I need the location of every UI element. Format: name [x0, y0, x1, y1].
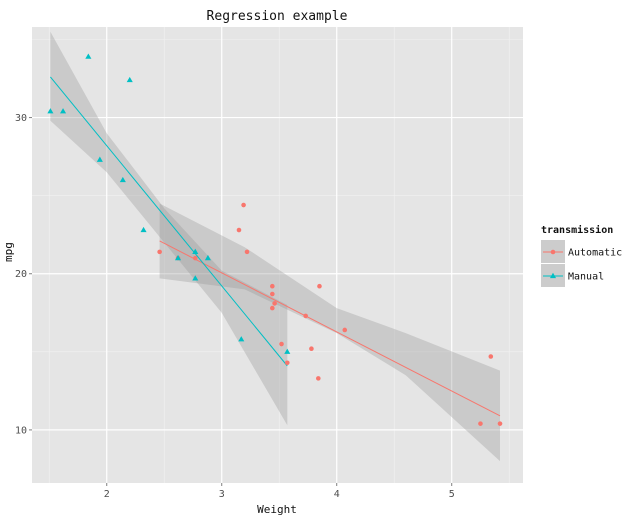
panel-background — [32, 27, 523, 483]
x-tick-label: 4 — [334, 489, 340, 500]
legend-label-manual: Manual — [568, 272, 604, 283]
y-tick-label: 10 — [15, 425, 27, 436]
legend-title: transmission — [541, 224, 613, 236]
legend-label-automatic: Automatic — [568, 248, 622, 259]
data-point-automatic — [192, 255, 198, 261]
data-point-automatic — [309, 346, 314, 351]
data-point-automatic — [317, 283, 322, 289]
legend-key-marker-manual — [549, 272, 557, 279]
y-axis-title: mpg — [2, 242, 15, 262]
chart-title: Regression example — [207, 9, 348, 24]
data-point-automatic — [270, 291, 275, 297]
y-axis: 10 20 30 — [15, 113, 32, 436]
data-point-manual — [192, 248, 199, 254]
x-tick-label: 5 — [449, 489, 455, 500]
data-point-automatic — [303, 313, 308, 319]
data-point-automatic — [270, 305, 275, 311]
data-point-automatic — [279, 341, 284, 347]
data-point-automatic — [270, 283, 275, 289]
data-point-manual — [238, 336, 245, 342]
data-point-manual — [126, 76, 133, 83]
data-point-manual — [60, 108, 67, 114]
data-point-automatic — [244, 249, 250, 255]
data-point-manual — [174, 254, 182, 261]
x-axis: 2 3 4 5 — [104, 483, 455, 500]
x-tick-label: 3 — [219, 489, 225, 500]
fit-line-manual — [50, 76, 288, 367]
data-point-manual — [192, 275, 199, 281]
y-tick-label: 30 — [15, 113, 27, 124]
data-point-manual — [284, 348, 291, 354]
confidence-band-manual — [50, 31, 288, 426]
data-point-automatic — [272, 301, 277, 306]
legend-key-marker-automatic — [550, 249, 556, 255]
y-tick-label: 20 — [15, 269, 27, 280]
data-point-automatic — [316, 376, 321, 381]
x-tick-label: 2 — [104, 489, 110, 500]
data-point-automatic — [488, 354, 494, 359]
data-point-manual — [204, 254, 211, 261]
confidence-band-automatic — [159, 203, 500, 462]
data-point-automatic — [157, 249, 162, 255]
data-point-automatic — [478, 421, 483, 426]
data-point-manual — [47, 108, 54, 114]
fit-line-automatic — [159, 240, 501, 417]
plot-panel — [32, 27, 523, 483]
x-axis-title: Weight — [257, 503, 297, 516]
data-point-manual — [140, 226, 147, 233]
data-point-manual — [96, 156, 103, 162]
data-point-automatic — [236, 227, 242, 233]
data-point-automatic — [497, 421, 503, 426]
legend: transmission Automatic Manual — [541, 224, 622, 287]
data-point-manual — [85, 53, 92, 59]
data-point-automatic — [284, 360, 290, 366]
data-point-automatic — [241, 202, 246, 208]
data-point-automatic — [342, 327, 348, 333]
data-point-manual — [119, 176, 126, 183]
